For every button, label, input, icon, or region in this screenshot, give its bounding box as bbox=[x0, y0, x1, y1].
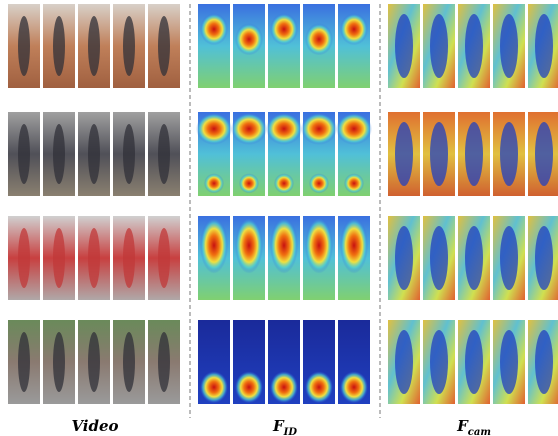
heatmap-hot bbox=[336, 113, 372, 145]
heatmap-hot bbox=[204, 173, 224, 193]
person bbox=[18, 16, 30, 76]
person bbox=[53, 228, 65, 288]
heatmap-cold bbox=[465, 226, 483, 290]
heatmap-hot bbox=[200, 371, 228, 403]
column-label: Video bbox=[71, 417, 118, 435]
column-label: FID bbox=[272, 417, 297, 436]
heatmap-hot bbox=[270, 371, 298, 403]
label-sub: cam bbox=[468, 427, 491, 436]
person bbox=[88, 16, 100, 76]
heatmap-hot bbox=[340, 13, 368, 45]
heatmap-hot bbox=[235, 217, 263, 273]
person bbox=[53, 332, 65, 392]
heatmap-cold bbox=[430, 14, 448, 78]
column-label: Fcam bbox=[456, 417, 491, 436]
heatmap-cold bbox=[500, 122, 518, 186]
heatmap-hot bbox=[270, 217, 298, 273]
heatmap-cold bbox=[465, 122, 483, 186]
person bbox=[18, 228, 30, 288]
person bbox=[123, 124, 135, 184]
heatmap-cold bbox=[535, 330, 553, 394]
person bbox=[123, 16, 135, 76]
person bbox=[53, 16, 65, 76]
heatmap-hot bbox=[235, 371, 263, 403]
heatmap-hot bbox=[305, 23, 333, 55]
heatmap-cold bbox=[430, 226, 448, 290]
heatmap-hot bbox=[301, 113, 337, 145]
heatmap-cold bbox=[535, 122, 553, 186]
person bbox=[158, 228, 170, 288]
heatmap-hot bbox=[239, 173, 259, 193]
heatmap-hot bbox=[305, 217, 333, 273]
heatmap-hot bbox=[270, 13, 298, 45]
heatmap-cold bbox=[395, 330, 413, 394]
person bbox=[158, 16, 170, 76]
heatmap-cold bbox=[395, 14, 413, 78]
person bbox=[18, 124, 30, 184]
heatmap-hot bbox=[235, 23, 263, 55]
heatmap-cold bbox=[535, 226, 553, 290]
heatmap-hot bbox=[340, 371, 368, 403]
heatmap-cold bbox=[465, 14, 483, 78]
heatmap-hot bbox=[274, 173, 294, 193]
heatmap-hot bbox=[305, 371, 333, 403]
person bbox=[88, 332, 100, 392]
heatmap-cold bbox=[535, 14, 553, 78]
heatmap-cold bbox=[500, 14, 518, 78]
figure: Video FID Fcam bbox=[0, 0, 558, 436]
heatmap-hot bbox=[200, 13, 228, 45]
heatmap-cold bbox=[465, 330, 483, 394]
label-sub: ID bbox=[283, 427, 298, 436]
heatmap-hot bbox=[200, 217, 228, 273]
heatmap-hot bbox=[196, 113, 232, 145]
heatmap-cold bbox=[500, 226, 518, 290]
person bbox=[123, 332, 135, 392]
person bbox=[53, 124, 65, 184]
person bbox=[88, 124, 100, 184]
heatmap-cold bbox=[395, 122, 413, 186]
heatmap-hot bbox=[266, 113, 302, 145]
person bbox=[158, 332, 170, 392]
heatmap-cold bbox=[395, 226, 413, 290]
heatmap-hot bbox=[309, 173, 329, 193]
heatmap-hot bbox=[340, 217, 368, 273]
person bbox=[158, 124, 170, 184]
person bbox=[88, 228, 100, 288]
heatmap-cold bbox=[430, 330, 448, 394]
heatmap-hot bbox=[231, 113, 267, 145]
heatmap-hot bbox=[344, 173, 364, 193]
heatmap-cold bbox=[430, 122, 448, 186]
person bbox=[18, 332, 30, 392]
heatmap-cold bbox=[500, 330, 518, 394]
person bbox=[123, 228, 135, 288]
